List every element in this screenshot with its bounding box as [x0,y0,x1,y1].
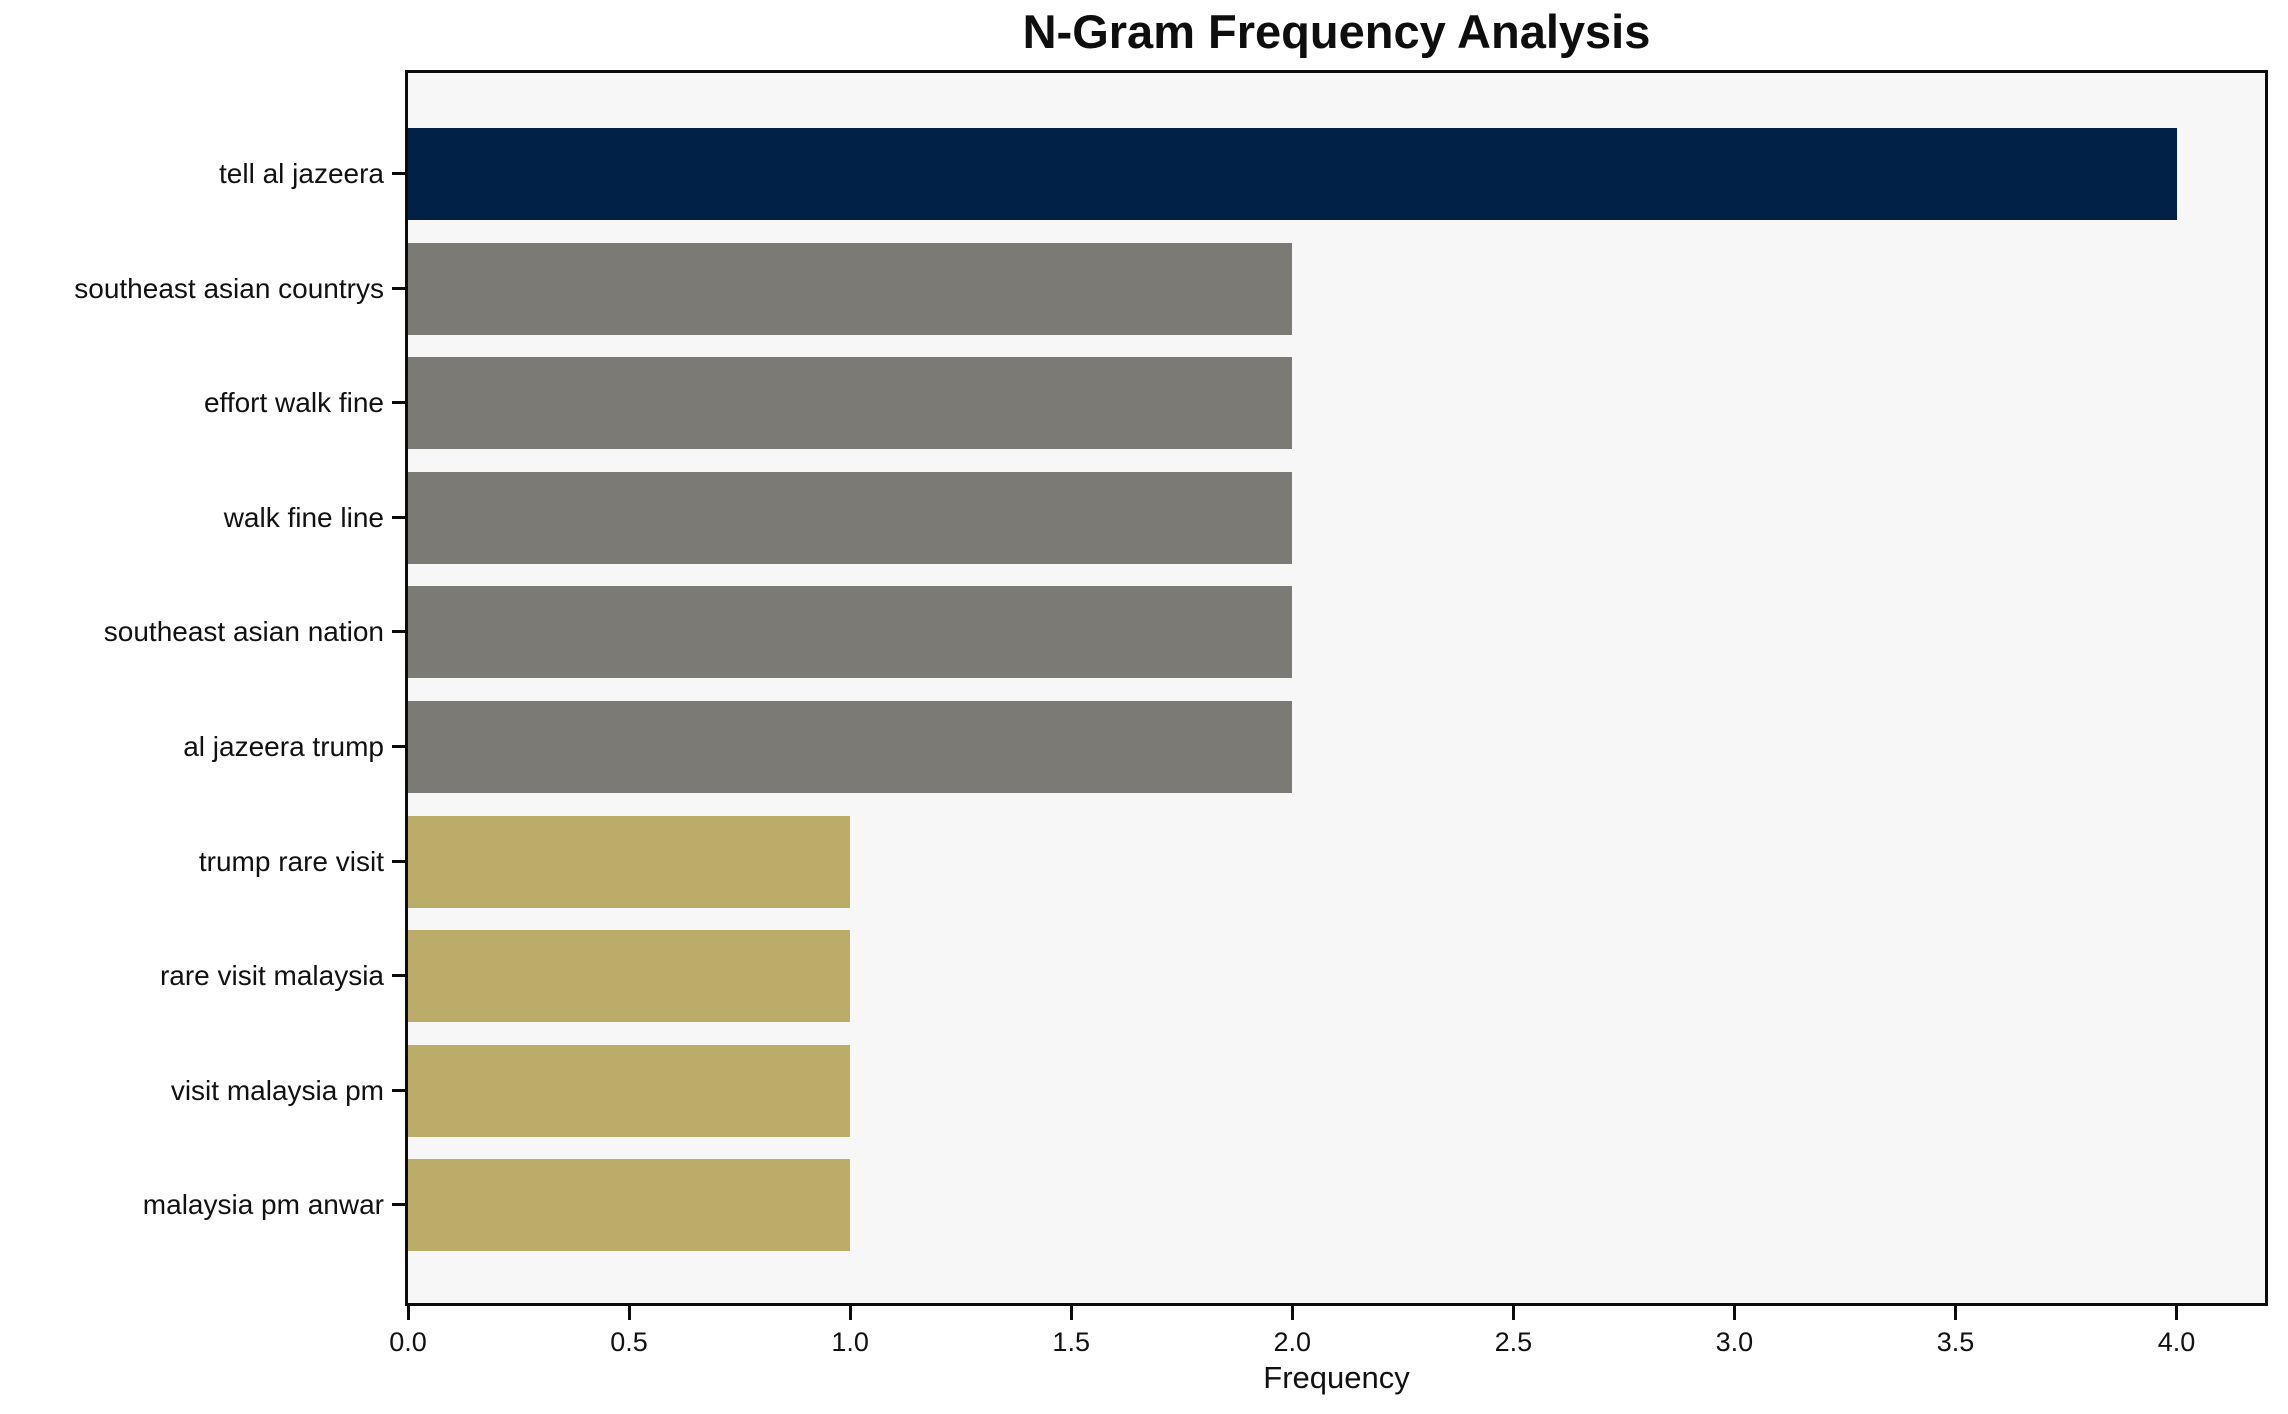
y-tick-mark [392,1203,405,1207]
y-tick-label: southeast asian countrys [74,272,384,304]
x-tick-label: 4.0 [2157,1327,2196,1357]
x-tick-mark [627,1306,631,1320]
x-tick-label: 3.5 [1936,1327,1975,1357]
y-tick-label: southeast asian nation [103,616,384,648]
y-tick-label: tell al jazeera [219,158,384,189]
y-tick-mark [392,974,405,978]
x-tick-mark [1511,1306,1515,1320]
x-tick-mark [848,1306,852,1320]
bar [408,586,1293,679]
bar [408,701,1293,793]
y-tick-mark [392,745,405,748]
x-tick-mark [2175,1306,2179,1320]
bar [408,930,851,1023]
x-tick-label: 2.0 [1273,1327,1312,1357]
y-tick-mark [392,630,405,634]
y-tick-mark [392,286,405,290]
bar [408,242,1293,335]
bar [408,471,1293,564]
x-axis-label: Frequency [1263,1360,1410,1395]
x-tick-label: 1.0 [831,1327,869,1357]
x-tick-mark [1732,1306,1736,1320]
x-tick-label: 2.5 [1494,1327,1533,1357]
x-tick-label: 0.5 [610,1327,648,1357]
x-tick-mark [1069,1306,1073,1320]
x-tick-label: 1.5 [1052,1327,1090,1357]
bar [408,1044,851,1137]
y-tick-mark [392,401,405,405]
y-tick-mark [392,515,405,519]
bar [408,357,1293,450]
bar [408,815,851,908]
y-tick-label: walk fine line [223,501,384,533]
y-tick-label: effort walk fine [203,387,384,419]
y-tick-mark [392,1088,405,1092]
y-tick-label: trump rare visit [198,845,384,877]
plot-area [405,70,2268,1306]
x-tick-mark [1954,1306,1957,1320]
x-tick-mark [1290,1306,1294,1320]
chart-title: N-Gram Frequency Analysis [1022,5,1651,58]
x-tick-label: 0.0 [389,1327,427,1357]
bar [408,1159,851,1252]
y-tick-mark [392,859,405,863]
y-tick-label: visit malaysia pm [170,1074,384,1106]
y-tick-label: rare visit malaysia [159,960,384,992]
y-tick-label: malaysia pm anwar [142,1189,384,1221]
x-tick-label: 3.0 [1715,1327,1754,1357]
y-tick-label: al jazeera trump [183,731,384,762]
y-tick-mark [392,172,405,175]
x-tick-mark [406,1306,410,1320]
bar [408,128,2177,220]
